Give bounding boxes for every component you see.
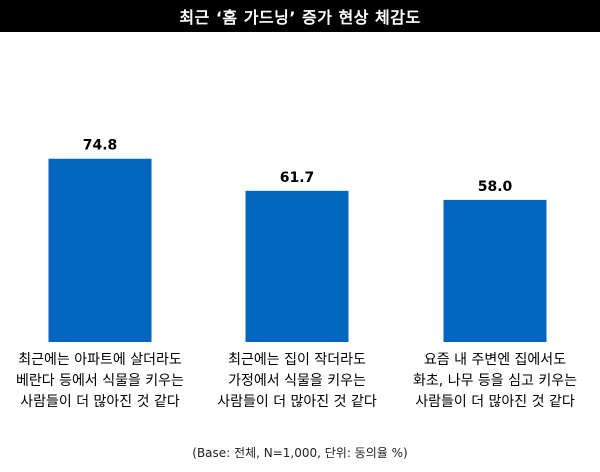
bar-3 <box>443 199 547 342</box>
category-label-line: 화초, 나무 등을 심고 키우는 <box>413 373 577 389</box>
category-label-line: 요즘 내 주변엔 집에서도 <box>423 352 567 368</box>
category-label-line: 최근에는 집이 작더라도 <box>228 352 366 368</box>
bar-2 <box>245 190 349 342</box>
chart-title: 최근 ‘홈 가드닝’ 증가 현상 체감도 <box>0 0 600 32</box>
category-label-line: 사람들이 더 많아진 것 같다 <box>20 394 180 410</box>
category-label-line: 가정에서 식물을 키우는 <box>228 373 366 389</box>
category-label-line: 최근에는 아파트에 살더라도 <box>18 352 182 368</box>
bar-chart: 74.8 61.7 58.0 <box>48 138 547 342</box>
data-label-3: 58.0 <box>478 179 513 195</box>
data-label-1: 74.8 <box>83 138 118 154</box>
category-label-line: 사람들이 더 많아진 것 같다 <box>217 394 377 410</box>
data-label-2: 61.7 <box>280 170 315 186</box>
footnote: (Base: 전체, N=1,000, 단위: 동의율 %) <box>192 446 408 460</box>
category-label-line: 베란다 등에서 식물을 키우는 <box>16 373 184 389</box>
bar-1 <box>48 158 152 342</box>
plot-area: 74.8 61.7 58.0 <box>0 32 600 342</box>
category-label-line: 사람들이 더 많아진 것 같다 <box>415 394 575 410</box>
